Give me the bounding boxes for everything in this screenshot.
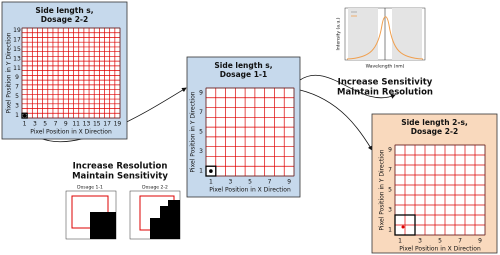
y-tick-label: 3 [388,207,392,214]
y-axis-label: Pixel Position in Y Direction [190,91,197,172]
caption: Increase Resolution [73,162,168,172]
x-tick-label: 7 [268,179,272,186]
caption: Maintain Sensitivity [72,172,168,182]
plot-frame [205,87,295,177]
y-tick-label: 3 [15,103,19,110]
grid-background [395,145,485,235]
x-tick-label: 11 [72,121,80,128]
x-axis-label: Pixel Position in X Direction [209,187,291,194]
x-axis-label: Wavelength (nm) [366,64,405,70]
panel-title: Side length 2-s, [401,118,468,127]
x-tick-label: 5 [248,179,252,186]
grid-background [206,88,294,176]
y-tick-label: 1 [15,112,19,119]
y-tick-label: 9 [15,74,19,81]
x-tick-label: 1 [23,121,27,128]
plot-title: Dosage 2-2 [142,185,168,191]
grid-background [22,28,120,118]
spectrum-plot: Wavelength (nm) Intensity (a.u.) [336,7,426,70]
x-tick-label: 1 [398,238,402,245]
y-tick-label: 1 [199,168,203,175]
x-tick-label: 9 [287,179,291,186]
x-tick-label: 7 [458,238,462,245]
pixel-highlight [394,214,416,236]
x-tick-label: 15 [93,121,101,128]
small-plot: Dosage 1-1 Dosage 2-2 [65,185,181,240]
x-tick-label: 7 [54,121,58,128]
y-tick-label: 11 [13,65,21,72]
x-tick-label: 19 [114,121,122,128]
caption: Increase Sensitivity [338,78,433,88]
y-tick-label: 9 [388,147,392,154]
x-tick-label: 3 [418,238,422,245]
pixel-dot [209,169,213,173]
y-tick-label: 7 [15,84,19,91]
panel-title: Dosage 2-2 [41,15,89,24]
x-tick-label: 3 [229,179,233,186]
y-tick-label: 9 [199,89,203,96]
y-tick-label: 13 [13,55,21,62]
panel: Side length s,Dosage 1-11 3 5 7 913579Pixel … [186,56,301,198]
x-tick-label: 5 [438,238,442,245]
x-tick-label: 1 [209,179,213,186]
x-tick-label: 17 [103,121,111,128]
y-tick-label: 19 [13,27,21,34]
x-axis-label: Pixel Position in X Direction [30,129,112,136]
y-axis-label: Pixel Position in Y Direction [379,149,386,230]
pixel-highlight [205,165,217,177]
panel: Side length 2-s,Dosage 2-21 3 5 7 913579Pixe… [371,113,498,254]
y-tick-label: 15 [13,46,21,53]
y-axis-label: Pixel Position in Y Direction [6,32,13,113]
panel-title: Dosage 1-1 [220,70,268,79]
x-axis-label: Pixel Position in X Direction [399,246,481,253]
pixel-highlight [21,112,28,119]
panel-title: Dosage 2-2 [411,127,459,136]
caption: Maintain Resolution [337,88,433,98]
panel: Side length s,Dosage 2-21 3 5 7 9 11 13 15 17 191… [1,1,128,140]
plot-frame [394,144,486,236]
y-tick-label: 5 [199,129,203,136]
panel-title: Side length s, [214,61,272,70]
pixel-dot [401,225,405,229]
x-tick-label: 3 [33,121,37,128]
y-tick-label: 5 [15,93,19,100]
plot-frame [21,27,121,119]
y-tick-label: 17 [13,36,21,43]
x-tick-label: 5 [43,121,47,128]
plot-title: Dosage 1-1 [77,185,103,191]
x-tick-label: 13 [83,121,91,128]
x-tick-label: 9 [478,238,482,245]
y-tick-label: 7 [388,167,392,174]
y-tick-label: 7 [199,109,203,116]
y-tick-label: 1 [388,227,392,234]
pixel-dot [22,113,27,118]
y-tick-label: 3 [199,148,203,155]
panel-title: Side length s, [35,6,93,15]
y-tick-label: 5 [388,187,392,194]
x-tick-label: 9 [64,121,68,128]
y-axis-label: Intensity (a.u.) [336,17,342,50]
